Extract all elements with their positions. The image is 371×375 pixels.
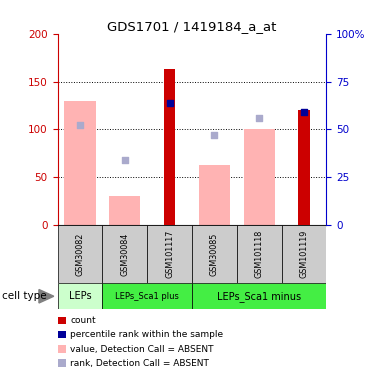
Point — [301, 109, 307, 115]
Point — [122, 157, 128, 163]
Text: LEPs_Sca1 minus: LEPs_Sca1 minus — [217, 291, 301, 302]
Text: rank, Detection Call = ABSENT: rank, Detection Call = ABSENT — [70, 359, 209, 368]
Text: GSM30082: GSM30082 — [75, 232, 85, 276]
Bar — [282, 225, 326, 283]
Point — [77, 122, 83, 128]
Text: LEPs_Sca1 plus: LEPs_Sca1 plus — [115, 292, 179, 301]
Text: LEPs: LEPs — [69, 291, 91, 301]
Bar — [164, 69, 175, 225]
Point — [256, 115, 262, 121]
Text: cell type: cell type — [2, 291, 46, 301]
Title: GDS1701 / 1419184_a_at: GDS1701 / 1419184_a_at — [107, 20, 277, 33]
Bar — [109, 196, 141, 225]
Point — [167, 100, 173, 106]
Text: GSM30084: GSM30084 — [120, 232, 129, 276]
Point — [211, 132, 217, 138]
Bar — [237, 225, 282, 283]
Text: GSM101117: GSM101117 — [165, 230, 174, 278]
Bar — [102, 225, 147, 283]
Bar — [64, 101, 96, 225]
Bar — [199, 165, 230, 225]
Text: value, Detection Call = ABSENT: value, Detection Call = ABSENT — [70, 345, 214, 354]
Text: count: count — [70, 316, 96, 325]
Bar — [59, 331, 66, 339]
Bar — [192, 225, 237, 283]
Text: GSM101118: GSM101118 — [255, 230, 264, 278]
Bar — [102, 283, 192, 309]
Bar — [59, 359, 66, 367]
Text: percentile rank within the sample: percentile rank within the sample — [70, 330, 224, 339]
Bar — [298, 110, 310, 225]
Bar — [192, 283, 326, 309]
Text: GSM101119: GSM101119 — [299, 230, 309, 278]
Polygon shape — [39, 290, 54, 303]
Text: GSM30085: GSM30085 — [210, 232, 219, 276]
Bar — [59, 345, 66, 352]
Bar — [58, 225, 102, 283]
Bar — [59, 316, 66, 324]
Bar — [58, 283, 102, 309]
Bar — [147, 225, 192, 283]
Bar — [243, 129, 275, 225]
